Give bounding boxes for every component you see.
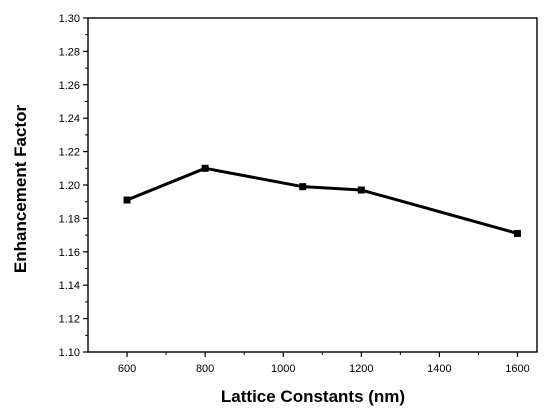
y-axis-ticks: 1.10 1.12 1.14 1.16 1.18 1.20 1.22 1.24 1.26 1.28… (59, 13, 88, 359)
y-tick-label: 1.12 (59, 314, 80, 326)
data-point-marker (201, 164, 209, 172)
data-point-marker (357, 186, 365, 194)
x-axis-title: Lattice Constants (nm) (221, 387, 405, 406)
y-tick-label: 1.26 (59, 80, 80, 92)
x-tick-label: 600 (118, 363, 136, 375)
x-tick-label: 1000 (271, 363, 295, 375)
x-tick-label: 1200 (349, 363, 373, 375)
series-line (126, 166, 518, 235)
x-tick-label: 1400 (427, 363, 451, 375)
y-tick-label: 1.20 (59, 180, 80, 192)
x-tick-label: 800 (196, 363, 214, 375)
y-tick-label: 1.22 (59, 147, 80, 159)
y-tick-label: 1.18 (59, 213, 80, 225)
plot-frame (87, 17, 538, 353)
y-tick-label: 1.30 (59, 13, 80, 25)
series-layer (123, 164, 521, 237)
y-tick-label: 1.10 (59, 347, 80, 359)
plot-area-border (87, 17, 538, 353)
y-tick-label: 1.24 (59, 113, 80, 125)
y-tick-label: 1.16 (59, 247, 80, 259)
y-axis-title: Enhancement Factor (11, 105, 30, 274)
data-point-marker (299, 183, 307, 191)
x-axis-ticks: 600 800 1000 1200 1400 1600 (118, 352, 530, 375)
data-point-marker (513, 229, 521, 237)
y-tick-label: 1.28 (59, 46, 80, 58)
x-tick-label: 1600 (505, 363, 529, 375)
data-point-marker (123, 196, 131, 204)
y-tick-label: 1.14 (59, 280, 80, 292)
